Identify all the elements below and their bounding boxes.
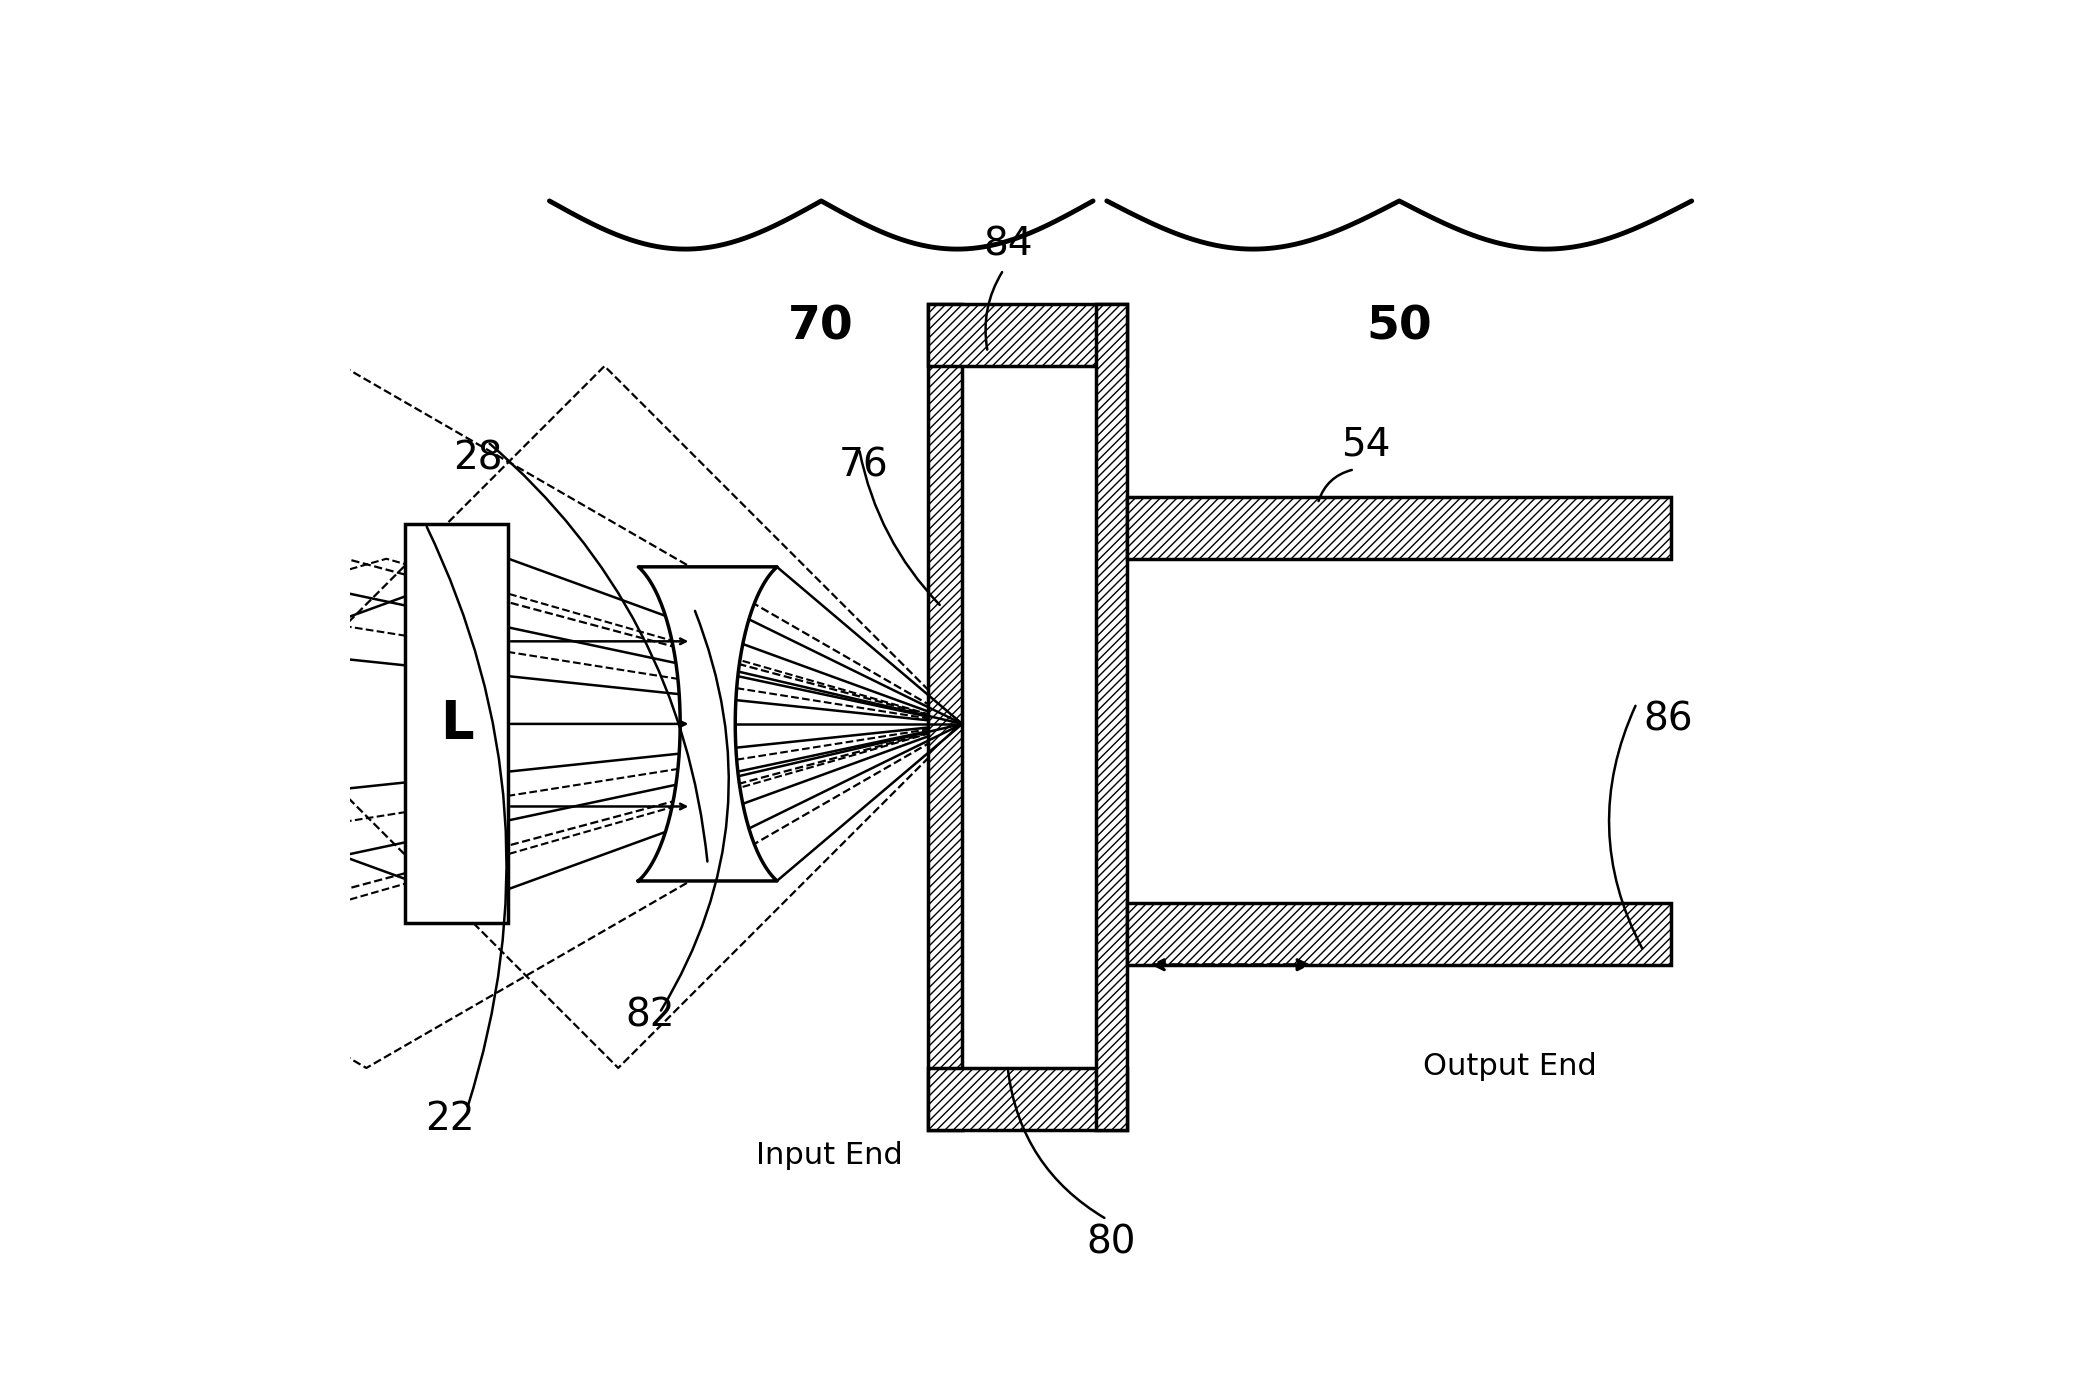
Text: 28: 28 — [453, 440, 502, 477]
Text: 84: 84 — [982, 226, 1032, 263]
Text: Output End: Output End — [1424, 1052, 1596, 1081]
Text: 76: 76 — [839, 447, 889, 484]
Text: 22: 22 — [426, 1100, 475, 1138]
Text: 50: 50 — [1366, 305, 1432, 349]
Bar — [1096, 305, 1127, 1129]
Bar — [1127, 903, 1671, 965]
Text: 82: 82 — [625, 997, 675, 1034]
Text: 80: 80 — [1086, 1223, 1136, 1262]
Bar — [405, 524, 509, 924]
Text: 86: 86 — [1644, 701, 1694, 739]
Text: 54: 54 — [1341, 426, 1391, 463]
Text: 70: 70 — [789, 305, 853, 349]
Bar — [1127, 496, 1671, 558]
Bar — [928, 305, 1127, 365]
Polygon shape — [637, 567, 776, 881]
Text: L: L — [440, 698, 473, 750]
Bar — [928, 1067, 1127, 1129]
Text: Input End: Input End — [756, 1142, 903, 1171]
Bar — [928, 305, 963, 1129]
